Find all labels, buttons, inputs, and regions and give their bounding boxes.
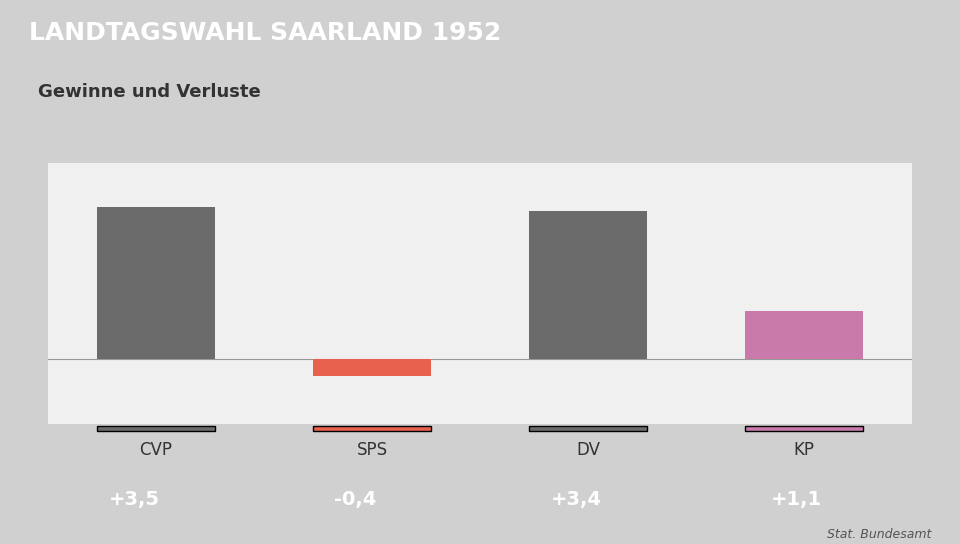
Text: SPS: SPS: [356, 441, 388, 459]
FancyBboxPatch shape: [313, 426, 431, 431]
FancyBboxPatch shape: [745, 426, 863, 431]
Text: Stat. Bundesamt: Stat. Bundesamt: [827, 528, 931, 541]
Text: -0,4: -0,4: [334, 490, 376, 509]
Text: +1,1: +1,1: [771, 490, 823, 509]
Text: LANDTAGSWAHL SAARLAND 1952: LANDTAGSWAHL SAARLAND 1952: [29, 21, 501, 45]
Text: CVP: CVP: [139, 441, 173, 459]
Text: DV: DV: [576, 441, 600, 459]
Bar: [313, 359, 431, 376]
Text: Gewinne und Verluste: Gewinne und Verluste: [38, 83, 261, 102]
Bar: [529, 211, 647, 359]
Text: +3,4: +3,4: [550, 490, 602, 509]
Bar: [745, 311, 863, 359]
FancyBboxPatch shape: [529, 426, 647, 431]
Bar: [97, 207, 215, 359]
FancyBboxPatch shape: [97, 426, 215, 431]
Text: KP: KP: [794, 441, 814, 459]
Text: +3,5: +3,5: [108, 490, 160, 509]
